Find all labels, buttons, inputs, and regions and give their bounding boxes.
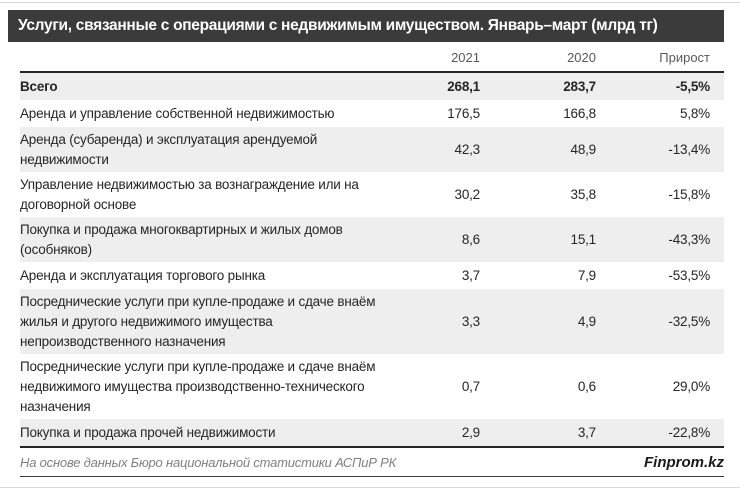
- row-label: Покупка и продажа многоквартирных и жилы…: [20, 221, 343, 257]
- value-growth: -13,4%: [668, 141, 710, 157]
- value-2021: 176,5: [447, 105, 480, 121]
- row-label: Управление недвижимостью за вознагражден…: [20, 176, 359, 212]
- row-label: Посреднические услуги при купле-продаже …: [20, 358, 376, 414]
- data-table: 2021 2020 Прирост Всего 268,1 283,7 -5,5…: [20, 44, 724, 448]
- value-growth: -32,5%: [668, 313, 710, 329]
- table-row: Аренда и управление собственной недвижим…: [20, 100, 724, 127]
- footer: На основе данных Бюро национальной стати…: [20, 448, 724, 477]
- value-growth: -53,5%: [668, 267, 710, 283]
- top-divider: [0, 2, 740, 3]
- table-row: Покупка и продажа прочей недвижимости 2,…: [20, 419, 724, 446]
- row-label: Покупка и продажа прочей недвижимости: [20, 424, 276, 440]
- table-row: Посреднические услуги при купле-продаже …: [20, 289, 724, 354]
- value-2021: 42,3: [454, 141, 481, 157]
- table-header-row: 2021 2020 Прирост: [20, 44, 724, 73]
- value-2021: 268,1: [447, 78, 480, 94]
- value-2021: 0,7: [461, 378, 480, 394]
- bottom-divider: [0, 487, 740, 488]
- page-title: Услуги, связанные с операциями с недвижи…: [18, 17, 658, 34]
- brand-logo: Finprom.kz: [643, 453, 724, 471]
- table-row: Аренда (субаренда) и эксплуатация аренду…: [20, 127, 724, 172]
- value-growth: -5,5%: [675, 78, 710, 94]
- row-label: Всего: [20, 78, 58, 94]
- row-label: Аренда и эксплуатация торгового рынка: [20, 267, 266, 283]
- value-2020: 0,6: [577, 378, 596, 394]
- row-label: Аренда (субаренда) и эксплуатация аренду…: [20, 131, 318, 167]
- title-bar: Услуги, связанные с операциями с недвижи…: [8, 10, 724, 42]
- value-2020: 15,1: [570, 231, 597, 247]
- value-2020: 35,8: [570, 186, 597, 202]
- table-row: Всего 268,1 283,7 -5,5%: [20, 73, 724, 100]
- value-2020: 166,8: [563, 105, 596, 121]
- value-2020: 4,9: [577, 313, 596, 329]
- row-label: Аренда и управление собственной недвижим…: [20, 105, 335, 121]
- table-row: Аренда и эксплуатация торгового рынка 3,…: [20, 262, 724, 289]
- value-2021: 8,6: [461, 231, 480, 247]
- table-row: Покупка и продажа многоквартирных и жилы…: [20, 217, 724, 262]
- value-2021: 3,7: [461, 267, 480, 283]
- column-header-2020: 2020: [567, 50, 596, 65]
- source-note: На основе данных Бюро национальной стати…: [20, 454, 397, 470]
- table-body: Всего 268,1 283,7 -5,5% Аренда и управле…: [20, 73, 724, 448]
- value-2021: 2,9: [461, 424, 480, 440]
- value-growth: -15,8%: [668, 186, 710, 202]
- column-header-growth: Прирост: [659, 50, 710, 65]
- value-2020: 283,7: [563, 78, 596, 94]
- value-2020: 3,7: [577, 424, 596, 440]
- value-2020: 7,9: [577, 267, 596, 283]
- value-2021: 3,3: [461, 313, 480, 329]
- value-growth: -43,3%: [668, 231, 710, 247]
- value-2021: 30,2: [454, 186, 481, 202]
- column-header-2021: 2021: [451, 50, 480, 65]
- value-2020: 48,9: [570, 141, 597, 157]
- table-row: Управление недвижимостью за вознагражден…: [20, 172, 724, 217]
- table-row: Посреднические услуги при купле-продаже …: [20, 354, 724, 419]
- value-growth: -22,8%: [668, 424, 710, 440]
- value-growth: 29,0%: [672, 378, 710, 394]
- value-growth: 5,8%: [680, 105, 710, 121]
- row-label: Посреднические услуги при купле-продаже …: [20, 293, 376, 349]
